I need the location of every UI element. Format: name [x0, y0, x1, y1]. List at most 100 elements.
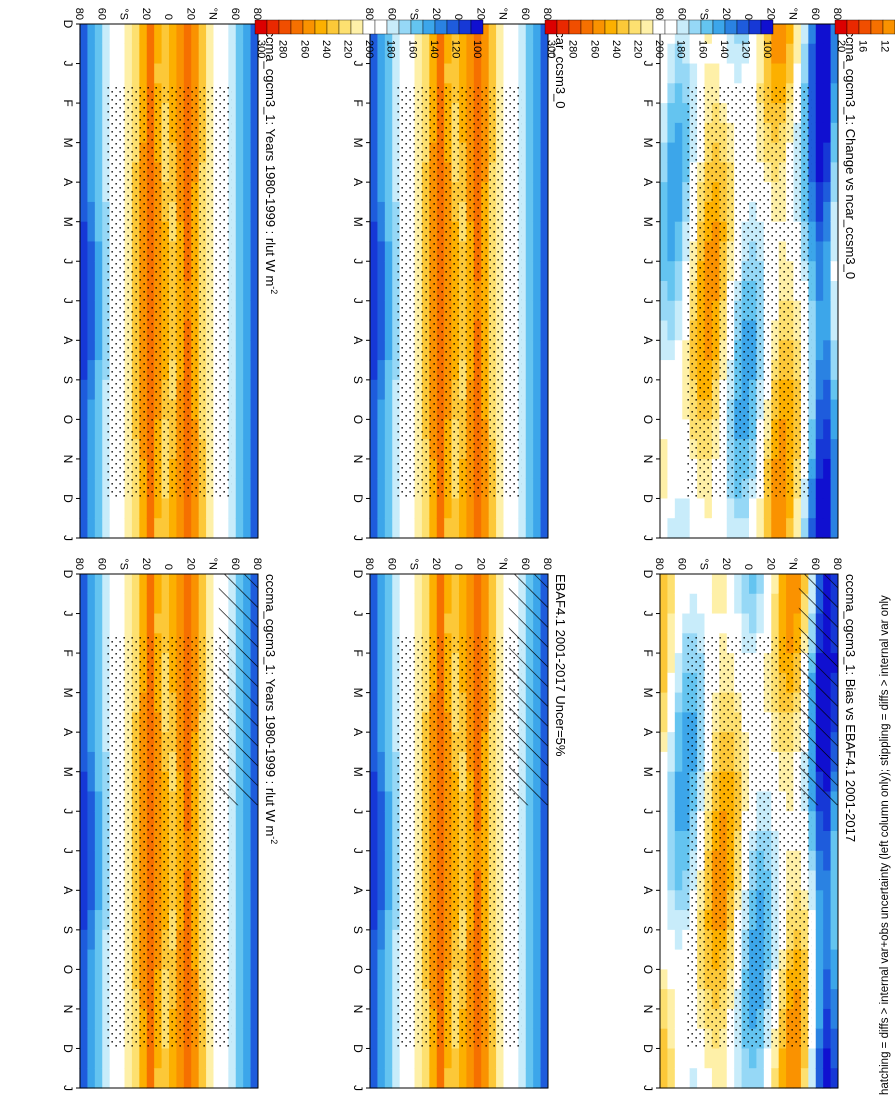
heatmap-cell — [659, 439, 668, 460]
heatmap-cell — [525, 1068, 534, 1089]
heatmap-cell — [465, 1048, 474, 1069]
heatmap-cell — [391, 43, 400, 65]
heatmap-cell — [220, 498, 229, 519]
heatmap-cell — [666, 281, 675, 302]
heatmap-cell — [674, 478, 683, 500]
heatmap-cell — [815, 261, 824, 282]
heatmap-cell — [726, 63, 735, 84]
heatmap-cell — [109, 43, 118, 65]
y-tick-label: 60 — [809, 558, 821, 570]
heatmap-cell — [79, 969, 88, 990]
heatmap-cell — [532, 929, 541, 951]
heatmap-cell — [510, 24, 519, 45]
heatmap-cell — [227, 63, 236, 84]
heatmap-cell — [666, 969, 675, 990]
y-tick-label: 0 — [162, 564, 174, 570]
x-tick-label: J — [641, 808, 655, 814]
heatmap-cell — [190, 518, 199, 539]
colorbar-tick-label: 20 — [835, 40, 847, 52]
heatmap-cell — [539, 831, 548, 852]
heatmap-cell — [525, 63, 534, 84]
heatmap-cell — [428, 1068, 437, 1089]
heatmap-cell — [183, 613, 192, 634]
heatmap-cell — [79, 221, 88, 243]
heatmap-cell — [369, 672, 378, 694]
heatmap-cell — [153, 593, 162, 615]
heatmap-cell — [376, 633, 385, 654]
heatmap-cell — [160, 574, 169, 595]
heatmap-cell — [406, 63, 415, 84]
heatmap-cell — [800, 43, 809, 65]
heatmap-cell — [674, 593, 683, 615]
heatmap-cell — [525, 122, 534, 144]
heatmap-cell — [79, 458, 88, 480]
heatmap-cell — [391, 1048, 400, 1069]
plot-frame — [369, 573, 549, 1089]
heatmap-cell — [391, 574, 400, 595]
heatmap-cell — [94, 989, 103, 1010]
heatmap-cell — [131, 1068, 140, 1089]
heatmap-cell — [822, 142, 831, 163]
heatmap-cell — [666, 83, 675, 104]
heatmap-cell — [175, 63, 184, 84]
heatmap-cell — [525, 811, 534, 832]
heatmap-cell — [399, 574, 408, 595]
heatmap-cell — [86, 989, 95, 1010]
heatmap-cell — [539, 1028, 548, 1050]
heatmap-cell — [822, 478, 831, 500]
heatmap-cell — [376, 122, 385, 144]
heatmap-cell — [674, 281, 683, 302]
heatmap-cell — [369, 518, 378, 539]
colorbar-tick-label: 160 — [406, 40, 418, 58]
heatmap-cell — [822, 201, 831, 223]
heatmap-cell — [815, 498, 824, 519]
heatmap-cell — [495, 43, 504, 65]
heatmap-cell — [101, 63, 110, 84]
heatmap-cell — [785, 593, 794, 615]
x-tick-label: J — [641, 258, 655, 264]
panel-title: EBAF4.1 2001-2017 Uncer=5% — [553, 574, 568, 757]
heatmap-cell — [674, 910, 683, 931]
heatmap-cell — [539, 142, 548, 163]
heatmap-cell — [399, 518, 408, 539]
hatching-overlay — [218, 574, 258, 806]
heatmap-cell — [94, 831, 103, 852]
heatmap-cell — [235, 831, 244, 852]
heatmap-cell — [532, 122, 541, 144]
heatmap-cell — [510, 43, 519, 65]
heatmap-cell — [532, 221, 541, 243]
heatmap-cell — [242, 1008, 251, 1030]
heatmap-cell — [86, 1008, 95, 1030]
heatmap-cell — [79, 653, 88, 674]
heatmap-cell — [829, 870, 838, 891]
y-tick-label: 80 — [363, 558, 375, 570]
heatmap-cell — [666, 142, 675, 163]
heatmap-cell — [242, 182, 251, 203]
heatmap-cell — [242, 83, 251, 104]
stippling-overlay — [106, 85, 232, 497]
heatmap-cell — [436, 613, 445, 634]
heatmap-cell — [450, 1048, 459, 1069]
heatmap-cell — [369, 498, 378, 519]
heatmap-cell — [94, 498, 103, 519]
heatmap-cell — [235, 870, 244, 891]
heatmap-cell — [674, 142, 683, 163]
heatmap-cell — [79, 633, 88, 654]
heatmap-cell — [495, 1068, 504, 1089]
heatmap-cell — [86, 1028, 95, 1050]
heatmap-cell — [369, 162, 378, 183]
heatmap-cell — [829, 201, 838, 223]
heatmap-cell — [510, 63, 519, 84]
heatmap-cell — [131, 593, 140, 615]
heatmap-cell — [525, 478, 534, 500]
heatmap-cell — [205, 593, 214, 615]
heatmap-cell — [525, 182, 534, 203]
heatmap-cell — [525, 360, 534, 381]
heatmap-cell — [539, 1008, 548, 1030]
heatmap-cell — [369, 850, 378, 872]
heatmap-cell — [659, 653, 668, 674]
heatmap-cell — [376, 43, 385, 65]
heatmap-cell — [718, 1048, 727, 1069]
heatmap-cell — [525, 498, 534, 519]
x-tick-label: F — [351, 649, 365, 656]
